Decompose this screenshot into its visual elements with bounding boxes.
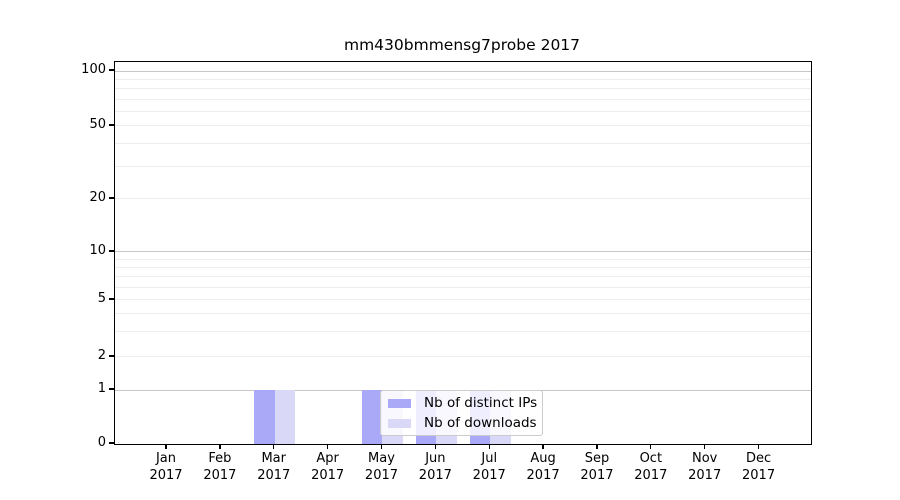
gridline-major-10 (115, 251, 811, 253)
gridline-minor-3 (115, 331, 811, 333)
x-tick-label-may-2017: May 2017 (350, 451, 412, 485)
legend-row-nb-of-distinct-ips: Nb of distinct IPs (388, 395, 542, 411)
x-tick-label-nov-2017: Nov 2017 (674, 451, 736, 485)
y-tick-100 (109, 69, 114, 71)
year-label: 2017 (688, 467, 722, 483)
x-tick-label-mar-2017: Mar 2017 (243, 451, 305, 485)
month-label: Oct (639, 451, 663, 466)
x-tick-aug (542, 444, 544, 450)
y-tick-2 (109, 355, 114, 357)
gridline-minor-70 (115, 98, 811, 100)
month-label: Aug (530, 451, 556, 466)
year-label: 2017 (526, 467, 560, 483)
x-tick-feb (219, 444, 221, 450)
y-tick-50 (109, 124, 114, 126)
x-tick-label-jun-2017: Jun 2017 (404, 451, 466, 485)
y-tick-20 (109, 197, 114, 199)
y-tick-label-100: 100 (81, 62, 106, 77)
month-label: Dec (745, 451, 772, 466)
legend-row-nb-of-downloads: Nb of downloads (388, 415, 542, 431)
x-tick-mar (273, 444, 275, 450)
y-tick-1 (109, 388, 114, 390)
x-tick-label-sep-2017: Sep 2017 (566, 451, 628, 485)
x-tick-label-dec-2017: Dec 2017 (728, 451, 790, 485)
x-tick-sep (596, 444, 598, 450)
x-tick-apr (326, 444, 329, 450)
bar-nb-of-distinct-ips-may-2017 (361, 390, 383, 444)
plot-area: Nb of distinct IPs Nb of downloads (114, 61, 812, 445)
x-tick-label-aug-2017: Aug 2017 (512, 451, 574, 485)
gridline-minor-4 (115, 313, 811, 315)
y-tick-label-10: 10 (89, 242, 106, 258)
legend-swatch-nb-of-downloads (388, 418, 411, 428)
y-tick-10 (109, 250, 114, 252)
gridline-minor-40 (115, 143, 811, 145)
legend-swatch-nb-of-distinct-ips (388, 398, 411, 408)
gridline-minor-20 (115, 198, 811, 200)
year-label: 2017 (472, 467, 506, 483)
y-tick-label-5: 5 (97, 290, 106, 306)
year-label: 2017 (149, 467, 183, 483)
month-label: Mar (261, 451, 286, 466)
year-label: 2017 (257, 467, 291, 483)
gridline-minor-5 (115, 299, 811, 301)
x-tick-label-jan-2017: Jan 2017 (135, 451, 197, 485)
gridline-minor-90 (115, 78, 811, 80)
y-tick-0 (109, 442, 114, 444)
gridline-minor-2 (115, 356, 811, 358)
month-label: Sep (584, 451, 610, 466)
y-tick-label-20: 20 (89, 189, 106, 205)
legend-label-nb-of-downloads: Nb of downloads (424, 415, 537, 431)
legend: Nb of distinct IPs Nb of downloads (380, 390, 543, 436)
legend-label-nb-of-distinct-ips: Nb of distinct IPs (424, 395, 538, 411)
year-label: 2017 (742, 467, 776, 483)
bar-nb-of-downloads-mar-2017 (274, 390, 296, 444)
x-tick-label-oct-2017: Oct 2017 (620, 451, 682, 485)
x-tick-jun (434, 444, 436, 450)
year-label: 2017 (418, 467, 452, 483)
gridline-minor-6 (115, 286, 811, 288)
year-label: 2017 (634, 467, 668, 483)
y-tick-label-50: 50 (89, 116, 106, 132)
gridline-minor-7 (115, 276, 811, 278)
x-tick-nov (704, 444, 706, 450)
month-label: Jun (425, 451, 446, 466)
chart-title: mm430bmmensg7probe 2017 (343, 36, 581, 54)
x-tick-oct (650, 444, 652, 450)
month-label: Apr (316, 451, 339, 466)
month-label: Jul (481, 451, 498, 466)
gridline-minor-9 (115, 258, 811, 260)
gridline-minor-50 (115, 125, 811, 127)
x-tick-dec (757, 444, 760, 450)
x-tick-jan (165, 444, 167, 450)
x-tick-label-jul-2017: Jul 2017 (458, 451, 520, 485)
y-tick-label-0: 0 (97, 435, 106, 450)
year-label: 2017 (580, 467, 614, 483)
x-tick-jul (488, 444, 490, 450)
month-label: Jan (155, 451, 177, 466)
y-tick-5 (109, 298, 114, 300)
gridline-minor-80 (115, 88, 811, 90)
y-tick-label-1: 1 (97, 381, 106, 397)
month-label: May (368, 451, 395, 466)
bar-nb-of-distinct-ips-mar-2017 (254, 390, 275, 444)
year-label: 2017 (203, 467, 237, 483)
gridline-minor-60 (115, 111, 811, 113)
x-tick-may (380, 444, 383, 450)
y-tick-label-2: 2 (97, 347, 106, 363)
gridline-minor-8 (115, 266, 811, 268)
x-tick-label-apr-2017: Apr 2017 (297, 451, 359, 485)
gridline-major-100 (115, 70, 811, 72)
month-label: Feb (208, 451, 232, 466)
month-label: Nov (692, 451, 718, 466)
gridline-minor-30 (115, 166, 811, 168)
year-label: 2017 (311, 467, 345, 483)
year-label: 2017 (364, 467, 399, 483)
x-tick-label-feb-2017: Feb 2017 (189, 451, 251, 485)
